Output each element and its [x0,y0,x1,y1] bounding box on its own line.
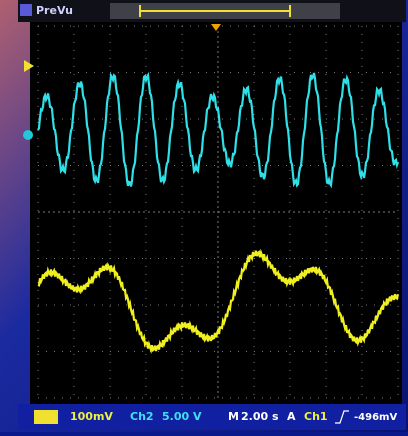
trigger-level: -496mV [354,412,397,423]
trigger-label: A [287,410,296,423]
prevu-icon [20,4,32,16]
ch1-badge [34,410,58,424]
timebase-label: M [228,410,239,423]
ch2-marker [23,130,33,140]
mode-label: PreVu [36,4,73,17]
timebase: 2.00 s [241,410,279,423]
ch2-scale: 5.00 V [162,410,202,423]
ch2-label: Ch2 [130,410,154,423]
trigger-source: Ch1 [304,410,328,423]
ch1-scale: 100mV [70,410,113,423]
scope-screenshot: PreVu 100mV Ch2 5.00 V M 2.00 s A Ch1 -4… [0,0,408,432]
